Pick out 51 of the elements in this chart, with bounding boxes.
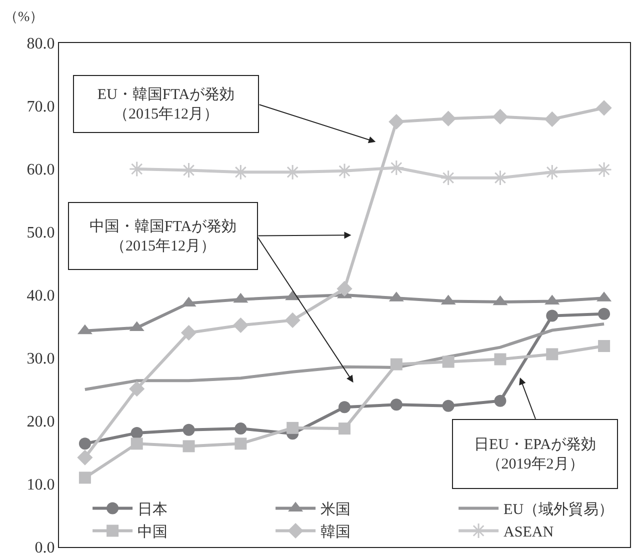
y-tick-label: 60.0 — [26, 162, 55, 179]
y-axis-title: （%） — [4, 10, 44, 25]
point — [546, 310, 558, 322]
legend-label: 韓国 — [320, 524, 351, 541]
legend-label: ASEAN — [504, 524, 554, 541]
y-tick-label: 40.0 — [26, 288, 55, 305]
legend-label: EU（域外貿易） — [504, 501, 614, 518]
point — [598, 308, 610, 320]
point — [336, 280, 352, 296]
point — [494, 353, 506, 366]
point — [442, 400, 454, 412]
point — [442, 356, 454, 368]
y-tick-label: 10.0 — [26, 476, 55, 494]
point — [338, 422, 350, 435]
point — [440, 110, 456, 126]
point — [284, 312, 300, 328]
point — [544, 111, 560, 128]
y-tick-label: 0.0 — [34, 540, 55, 557]
point — [130, 438, 143, 450]
annotation: 中国・韓国FTAが発効（2015年12月） — [89, 218, 237, 254]
point — [390, 358, 402, 370]
point — [182, 440, 195, 452]
point — [598, 340, 610, 352]
point — [338, 401, 350, 414]
point — [182, 424, 195, 436]
point — [596, 100, 612, 116]
point — [77, 450, 93, 466]
point — [390, 398, 402, 411]
point — [129, 381, 145, 397]
point — [546, 348, 558, 360]
annotation: 日EU・EPAが発効（2019年2月） — [474, 436, 596, 472]
y-tick-label: 70.0 — [26, 98, 55, 116]
y-tick-label: 80.0 — [26, 36, 55, 53]
point — [78, 438, 91, 450]
y-tick-label: 20.0 — [26, 414, 55, 431]
annotation: EU・韓国FTAが発効（2015年12月） — [97, 86, 235, 122]
point — [234, 438, 247, 450]
point — [494, 394, 506, 407]
y-tick-label: 50.0 — [26, 224, 55, 242]
point — [180, 325, 197, 341]
point — [492, 108, 508, 125]
y-tick-label: 30.0 — [26, 350, 55, 368]
point — [388, 114, 404, 130]
point — [234, 422, 247, 435]
legend-label: 米国 — [320, 501, 351, 518]
legend-label: 日本 — [138, 501, 168, 518]
point — [78, 472, 91, 484]
point — [232, 317, 248, 334]
point — [130, 426, 143, 439]
point — [286, 422, 299, 434]
legend-label: 中国 — [138, 524, 168, 541]
